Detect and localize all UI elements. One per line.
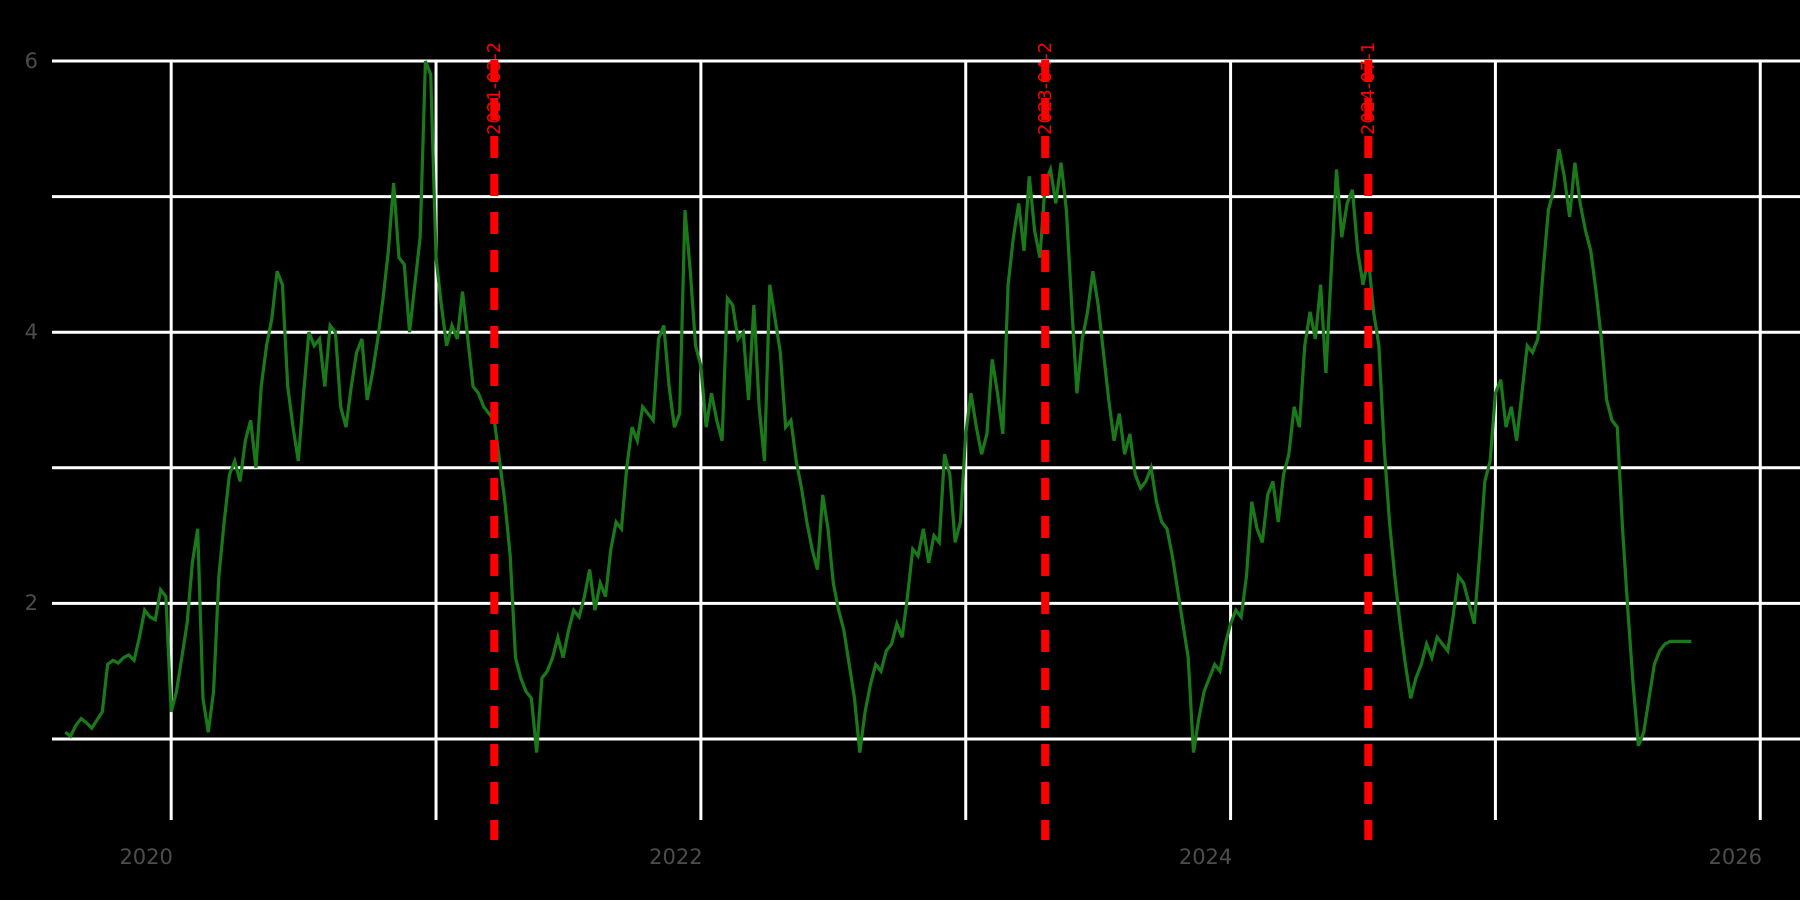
series-line-value	[64, 60, 1692, 753]
annotation-label-2: 2024-07-1	[1358, 41, 1380, 135]
x-tick-label-2020: 2020	[119, 845, 173, 869]
annotation-vlines-group	[490, 60, 1373, 840]
annotation-label-0: 2021-03-2	[484, 41, 506, 135]
y-tick-label-6: 6	[24, 49, 38, 74]
vertical-gridlines	[169, 60, 1762, 820]
annotation-label-1: 2023-04-2	[1035, 41, 1057, 135]
y-tick-label-4: 4	[24, 320, 38, 345]
y-tick-label-2: 2	[24, 591, 38, 616]
x-tick-label-2026: 2026	[1708, 845, 1762, 869]
horizontal-gridlines	[52, 59, 1800, 741]
x-tick-label-2022: 2022	[649, 845, 703, 869]
data-series-group	[64, 60, 1692, 753]
x-tick-label-2024: 2024	[1178, 845, 1233, 869]
